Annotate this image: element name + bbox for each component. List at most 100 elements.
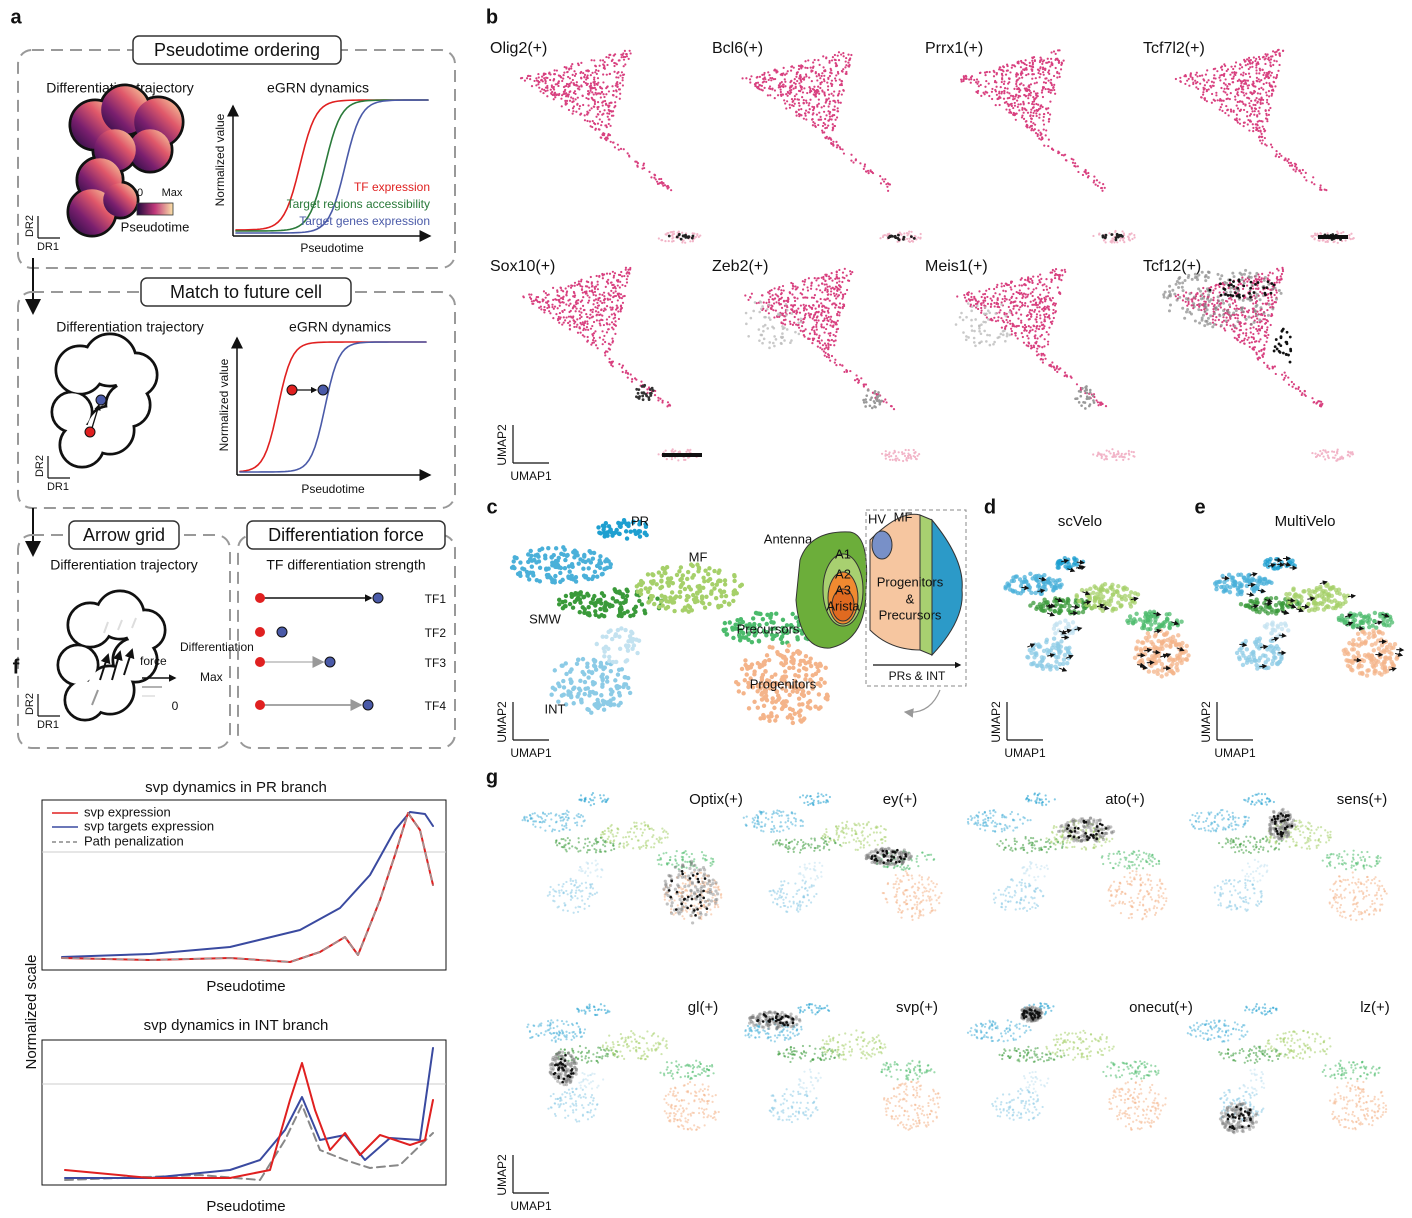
cell-dot bbox=[604, 354, 606, 356]
cell-dot bbox=[785, 314, 788, 317]
cell-dot bbox=[1195, 293, 1197, 295]
cell-dot bbox=[865, 383, 867, 385]
cell-dot bbox=[793, 67, 795, 69]
cell-dot bbox=[760, 89, 762, 91]
cell-dot bbox=[1046, 316, 1048, 318]
cell-dot bbox=[1234, 317, 1236, 319]
cell-dot bbox=[1023, 69, 1025, 71]
cell-dot bbox=[627, 275, 629, 277]
cell-dot bbox=[1213, 297, 1215, 299]
cell-dot bbox=[593, 77, 595, 79]
cell-dot bbox=[792, 324, 794, 326]
cell-dot bbox=[751, 293, 753, 295]
cell-dot bbox=[593, 294, 595, 296]
cell-dot bbox=[1034, 298, 1036, 300]
cell-dot bbox=[1234, 291, 1237, 294]
cell-dot bbox=[594, 340, 596, 342]
cell-dot bbox=[1320, 401, 1322, 403]
cell-dot bbox=[1251, 110, 1253, 112]
cell-dot bbox=[1266, 120, 1268, 122]
cell-dot bbox=[1024, 107, 1026, 109]
cell-dot bbox=[668, 404, 670, 406]
cell-dot bbox=[910, 231, 912, 233]
cell-dot bbox=[1007, 321, 1009, 323]
cell-dot bbox=[546, 89, 548, 91]
cell-dot bbox=[568, 93, 570, 95]
label: eGRN dynamics bbox=[289, 319, 391, 335]
cell-dot bbox=[613, 54, 615, 56]
cell-dot bbox=[831, 85, 833, 87]
cell-dot bbox=[829, 318, 831, 320]
cell-dot bbox=[1203, 305, 1206, 308]
cell-dot bbox=[597, 113, 599, 115]
cell-dot bbox=[1262, 139, 1264, 141]
cell-dot bbox=[1282, 352, 1285, 355]
cell-dot bbox=[782, 314, 784, 316]
cell-dot bbox=[1267, 274, 1269, 276]
cell-dot bbox=[529, 549, 533, 553]
cell-dot bbox=[1103, 239, 1105, 241]
cell-dot bbox=[1213, 85, 1215, 87]
cell-dot bbox=[849, 57, 851, 59]
cell-dot bbox=[1042, 324, 1044, 326]
cell-dot bbox=[758, 311, 761, 314]
cell-dot bbox=[817, 319, 819, 321]
cell-dot bbox=[580, 62, 582, 64]
cell-dot bbox=[1266, 114, 1268, 116]
cell-dot bbox=[600, 309, 602, 311]
cell-dot bbox=[833, 288, 835, 290]
cell-dot bbox=[970, 296, 972, 298]
cell-dot bbox=[568, 569, 572, 573]
cell-dot bbox=[1008, 78, 1010, 80]
cell-dot bbox=[864, 405, 867, 408]
cell-dot bbox=[1108, 450, 1110, 452]
cell-dot bbox=[834, 295, 836, 297]
cell-dot bbox=[657, 399, 659, 401]
cell-dot bbox=[773, 345, 776, 348]
cell-dot bbox=[998, 95, 1000, 97]
cell-dot bbox=[984, 293, 986, 295]
cell-dot bbox=[1255, 288, 1257, 290]
cell-dot bbox=[811, 308, 813, 310]
cell-dot bbox=[1128, 450, 1130, 452]
cell-dot bbox=[816, 322, 818, 324]
cell-dot bbox=[1036, 348, 1038, 350]
cell-dot bbox=[1036, 115, 1038, 117]
cell-dot bbox=[1050, 79, 1052, 81]
cell-dot bbox=[1009, 320, 1011, 322]
cell-dot bbox=[601, 121, 603, 123]
cell-dot bbox=[1039, 67, 1041, 69]
cell-dot bbox=[963, 294, 965, 296]
cell-dot bbox=[1229, 318, 1231, 320]
cell-dot bbox=[796, 111, 798, 113]
cell-dot bbox=[1342, 231, 1344, 233]
cell-dot bbox=[1281, 374, 1283, 376]
cell-dot bbox=[1255, 314, 1258, 317]
cell-dot bbox=[768, 312, 770, 314]
cell-dot bbox=[1038, 108, 1040, 110]
cell-dot bbox=[823, 350, 825, 352]
cell-dot bbox=[565, 67, 567, 69]
cell-dot bbox=[1243, 122, 1245, 124]
cell-dot bbox=[1034, 98, 1036, 100]
cell-dot bbox=[619, 98, 621, 100]
cell-dot bbox=[1188, 78, 1190, 80]
cell-dot bbox=[1243, 273, 1246, 276]
cell-dot bbox=[1232, 280, 1235, 283]
cell-dot bbox=[1233, 75, 1235, 77]
cell-dot bbox=[642, 391, 645, 394]
cell-dot bbox=[1222, 309, 1225, 312]
cell-dot bbox=[672, 236, 674, 238]
cell-dot bbox=[1261, 281, 1263, 283]
cell-dot bbox=[553, 308, 555, 310]
cell-dot bbox=[1047, 343, 1049, 345]
cell-dot bbox=[1030, 292, 1032, 294]
cell-dot bbox=[575, 84, 577, 86]
cell-dot bbox=[793, 322, 795, 324]
cell-dot bbox=[1301, 392, 1303, 394]
cell-dot bbox=[1235, 309, 1238, 312]
cell-dot bbox=[1163, 296, 1166, 299]
cell-dot bbox=[836, 274, 838, 276]
cell-dot bbox=[565, 92, 567, 94]
cell-dot bbox=[865, 394, 868, 397]
